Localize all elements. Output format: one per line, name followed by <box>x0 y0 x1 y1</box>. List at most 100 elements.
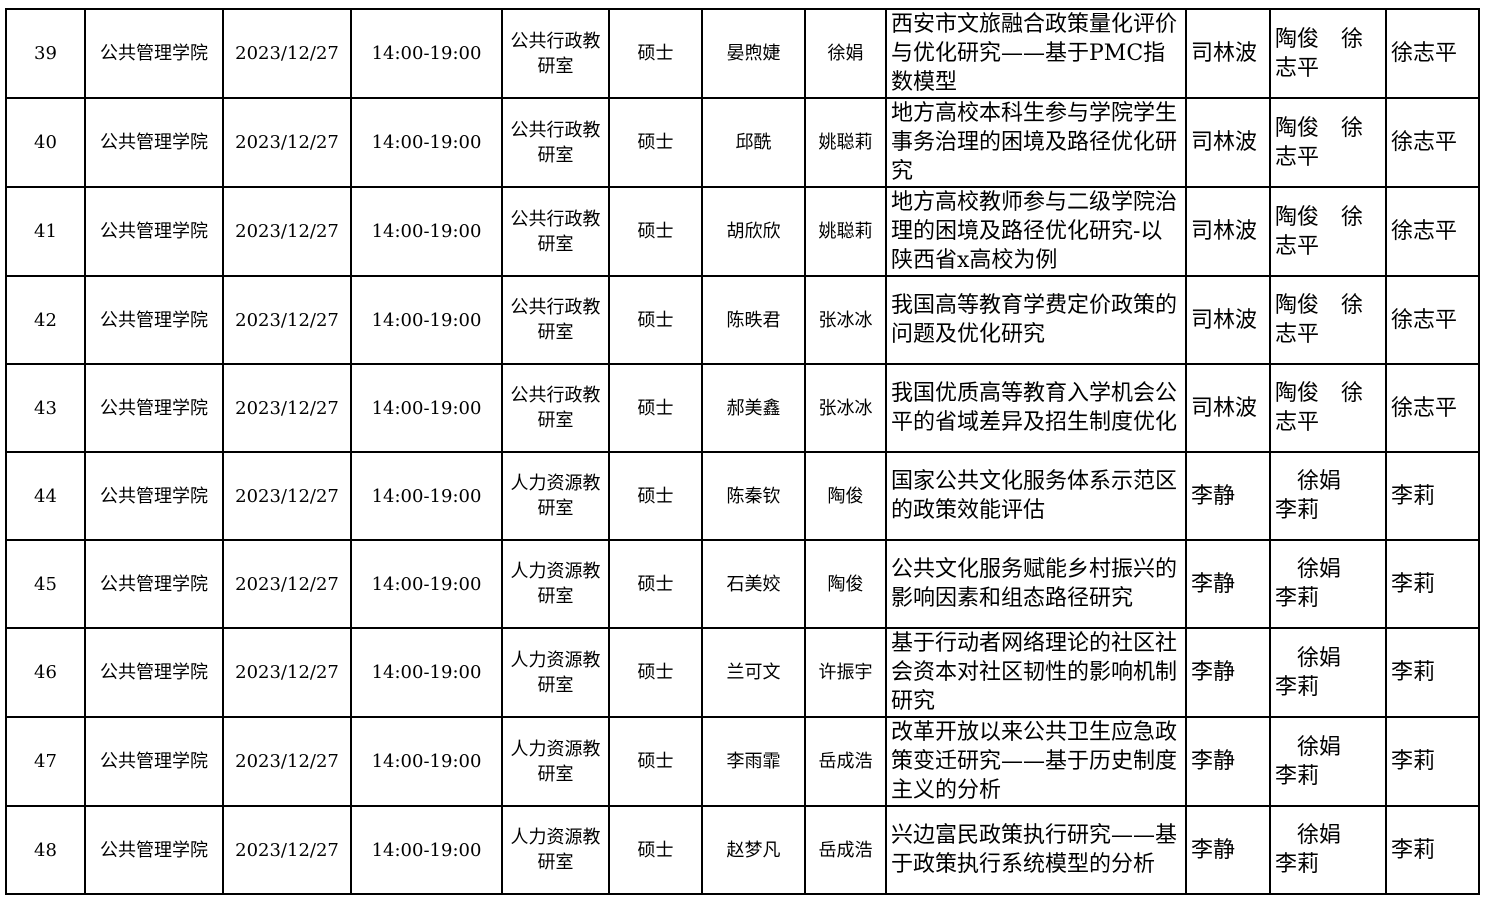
date-cell: 2023/12/27 <box>222 363 352 453</box>
row-number-cell: 45 <box>5 539 86 629</box>
committee-members-cell: 陶俊 徐志平 <box>1269 186 1387 277</box>
college-cell: 公共管理学院 <box>84 186 224 277</box>
row-number-cell: 46 <box>5 627 86 718</box>
time-slot-cell: 14:00-19:00 <box>350 627 503 718</box>
advisor-name-cell: 姚聪莉 <box>804 97 887 188</box>
thesis-title-cell: 兴边富民政策执行研究——基于政策执行系统模型的分析 <box>885 805 1187 895</box>
time-slot-cell: 14:00-19:00 <box>350 539 503 629</box>
office-cell: 人力资源教研室 <box>501 805 610 895</box>
committee-chair-cell: 司林波 <box>1185 275 1271 365</box>
advisor-name-cell: 陶俊 <box>804 539 887 629</box>
student-name-cell: 晏煦婕 <box>701 8 806 99</box>
office-cell: 公共行政教研室 <box>501 363 610 453</box>
secretary-cell: 徐志平 <box>1385 275 1480 365</box>
committee-chair-cell: 李静 <box>1185 539 1271 629</box>
row-number-cell: 41 <box>5 186 86 277</box>
secretary-cell: 李莉 <box>1385 539 1480 629</box>
committee-chair-cell: 李静 <box>1185 451 1271 541</box>
committee-members-cell: 陶俊 徐志平 <box>1269 275 1387 365</box>
row-number-cell: 48 <box>5 805 86 895</box>
student-name-cell: 胡欣欣 <box>701 186 806 277</box>
student-name-cell: 郝美鑫 <box>701 363 806 453</box>
college-cell: 公共管理学院 <box>84 275 224 365</box>
committee-members-cell: 陶俊 徐志平 <box>1269 97 1387 188</box>
thesis-title-cell: 改革开放以来公共卫生应急政策变迁研究——基于历史制度主义的分析 <box>885 716 1187 807</box>
student-name-cell: 石美姣 <box>701 539 806 629</box>
thesis-title-cell: 国家公共文化服务体系示范区的政策效能评估 <box>885 451 1187 541</box>
committee-chair-cell: 李静 <box>1185 716 1271 807</box>
office-cell: 人力资源教研室 <box>501 451 610 541</box>
row-number-cell: 43 <box>5 363 86 453</box>
office-cell: 人力资源教研室 <box>501 539 610 629</box>
degree-cell: 硕士 <box>608 805 703 895</box>
time-slot-cell: 14:00-19:00 <box>350 8 503 99</box>
secretary-cell: 李莉 <box>1385 805 1480 895</box>
defense-schedule-table: 39 公共管理学院 2023/12/27 14:00-19:00 公共行政教研室 硕士 晏煦… <box>5 8 1480 895</box>
date-cell: 2023/12/27 <box>222 627 352 718</box>
degree-cell: 硕士 <box>608 539 703 629</box>
secretary-cell: 徐志平 <box>1385 186 1480 277</box>
date-cell: 2023/12/27 <box>222 8 352 99</box>
advisor-name-cell: 张冰冰 <box>804 363 887 453</box>
thesis-title-cell: 公共文化服务赋能乡村振兴的影响因素和组态路径研究 <box>885 539 1187 629</box>
table-row: 39 公共管理学院 2023/12/27 14:00-19:00 公共行政教研室 硕士 晏煦… <box>5 8 1480 99</box>
office-cell: 公共行政教研室 <box>501 186 610 277</box>
office-cell: 人力资源教研室 <box>501 716 610 807</box>
student-name-cell: 陈昳君 <box>701 275 806 365</box>
office-cell: 公共行政教研室 <box>501 8 610 99</box>
degree-cell: 硕士 <box>608 451 703 541</box>
date-cell: 2023/12/27 <box>222 451 352 541</box>
secretary-cell: 徐志平 <box>1385 97 1480 188</box>
secretary-cell: 李莉 <box>1385 451 1480 541</box>
thesis-title-cell: 我国优质高等教育入学机会公平的省域差异及招生制度优化 <box>885 363 1187 453</box>
committee-chair-cell: 司林波 <box>1185 8 1271 99</box>
row-number-cell: 47 <box>5 716 86 807</box>
college-cell: 公共管理学院 <box>84 8 224 99</box>
committee-members-cell: 徐娟 李莉 <box>1269 451 1387 541</box>
committee-members-cell: 陶俊 徐志平 <box>1269 363 1387 453</box>
table-row: 48 公共管理学院 2023/12/27 14:00-19:00 人力资源教研室 硕士 赵梦… <box>5 805 1480 895</box>
thesis-title-cell: 我国高等教育学费定价政策的问题及优化研究 <box>885 275 1187 365</box>
time-slot-cell: 14:00-19:00 <box>350 186 503 277</box>
date-cell: 2023/12/27 <box>222 539 352 629</box>
advisor-name-cell: 徐娟 <box>804 8 887 99</box>
advisor-name-cell: 姚聪莉 <box>804 186 887 277</box>
committee-members-cell: 徐娟 李莉 <box>1269 716 1387 807</box>
committee-members-cell: 陶俊 徐志平 <box>1269 8 1387 99</box>
college-cell: 公共管理学院 <box>84 97 224 188</box>
college-cell: 公共管理学院 <box>84 363 224 453</box>
date-cell: 2023/12/27 <box>222 97 352 188</box>
college-cell: 公共管理学院 <box>84 627 224 718</box>
table-row: 45 公共管理学院 2023/12/27 14:00-19:00 人力资源教研室 硕士 石美… <box>5 539 1480 629</box>
date-cell: 2023/12/27 <box>222 805 352 895</box>
office-cell: 公共行政教研室 <box>501 97 610 188</box>
time-slot-cell: 14:00-19:00 <box>350 97 503 188</box>
date-cell: 2023/12/27 <box>222 716 352 807</box>
secretary-cell: 徐志平 <box>1385 8 1480 99</box>
time-slot-cell: 14:00-19:00 <box>350 275 503 365</box>
office-cell: 人力资源教研室 <box>501 627 610 718</box>
thesis-title-cell: 地方高校教师参与二级学院治理的困境及路径优化研究-以陕西省x高校为例 <box>885 186 1187 277</box>
student-name-cell: 陈秦钦 <box>701 451 806 541</box>
table-row: 40 公共管理学院 2023/12/27 14:00-19:00 公共行政教研室 硕士 邱酰… <box>5 97 1480 188</box>
committee-chair-cell: 司林波 <box>1185 186 1271 277</box>
row-number-cell: 39 <box>5 8 86 99</box>
student-name-cell: 李雨霏 <box>701 716 806 807</box>
secretary-cell: 徐志平 <box>1385 363 1480 453</box>
degree-cell: 硕士 <box>608 8 703 99</box>
student-name-cell: 邱酰 <box>701 97 806 188</box>
date-cell: 2023/12/27 <box>222 275 352 365</box>
table-row: 42 公共管理学院 2023/12/27 14:00-19:00 公共行政教研室 硕士 陈昳… <box>5 275 1480 365</box>
table-row: 41 公共管理学院 2023/12/27 14:00-19:00 公共行政教研室 硕士 胡欣… <box>5 186 1480 277</box>
advisor-name-cell: 岳成浩 <box>804 716 887 807</box>
row-number-cell: 44 <box>5 451 86 541</box>
time-slot-cell: 14:00-19:00 <box>350 805 503 895</box>
committee-members-cell: 徐娟 李莉 <box>1269 539 1387 629</box>
time-slot-cell: 14:00-19:00 <box>350 363 503 453</box>
time-slot-cell: 14:00-19:00 <box>350 716 503 807</box>
college-cell: 公共管理学院 <box>84 716 224 807</box>
table-row: 47 公共管理学院 2023/12/27 14:00-19:00 人力资源教研室 硕士 李雨… <box>5 716 1480 807</box>
degree-cell: 硕士 <box>608 186 703 277</box>
degree-cell: 硕士 <box>608 97 703 188</box>
row-number-cell: 40 <box>5 97 86 188</box>
